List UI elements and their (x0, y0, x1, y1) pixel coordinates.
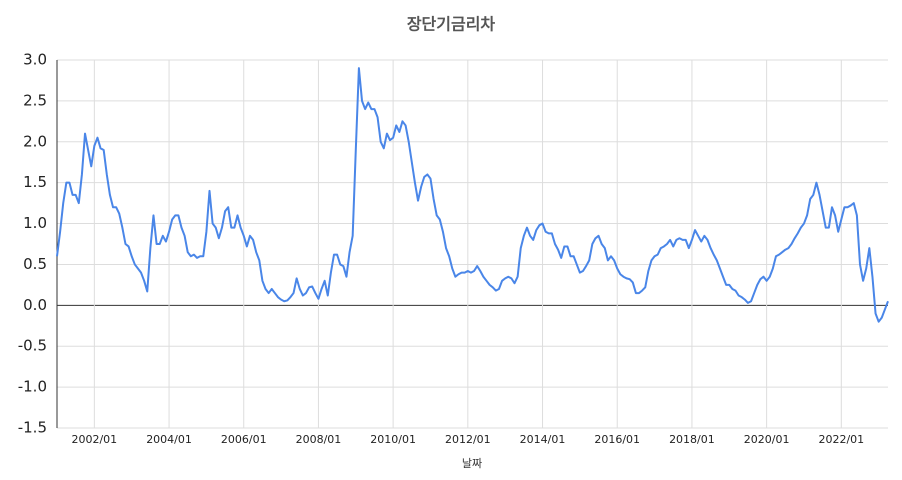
y-tick-label: 0.0 (23, 296, 47, 314)
series-line (56, 67, 889, 323)
y-tick-label: -0.5 (18, 337, 47, 355)
x-tick-label: 2004/01 (146, 433, 192, 446)
x-tick-label: 2014/01 (520, 433, 566, 446)
x-tick-label: 2022/01 (818, 433, 864, 446)
x-tick-label: 2010/01 (370, 433, 416, 446)
x-tick-label: 2012/01 (445, 433, 491, 446)
y-tick-label: 0.5 (23, 255, 47, 273)
y-tick-label: -1.5 (18, 419, 47, 437)
y-tick-label: -1.0 (18, 378, 47, 396)
y-tick-label: 1.0 (23, 214, 47, 232)
x-tick-label: 2020/01 (744, 433, 790, 446)
x-tick-label: 2016/01 (594, 433, 640, 446)
x-tick-label: 2008/01 (296, 433, 342, 446)
y-tick-label: 2.0 (23, 132, 47, 150)
x-tick-label: 2006/01 (221, 433, 267, 446)
x-axis-label: 날짜 (462, 457, 482, 470)
y-tick-label: 1.5 (23, 173, 47, 191)
y-tick-label: 2.5 (23, 91, 47, 109)
x-tick-label: 2002/01 (71, 433, 117, 446)
chart-title: 장단기금리차 (407, 15, 496, 34)
y-tick-label: 3.0 (23, 51, 47, 69)
x-tick-label: 2018/01 (669, 433, 715, 446)
